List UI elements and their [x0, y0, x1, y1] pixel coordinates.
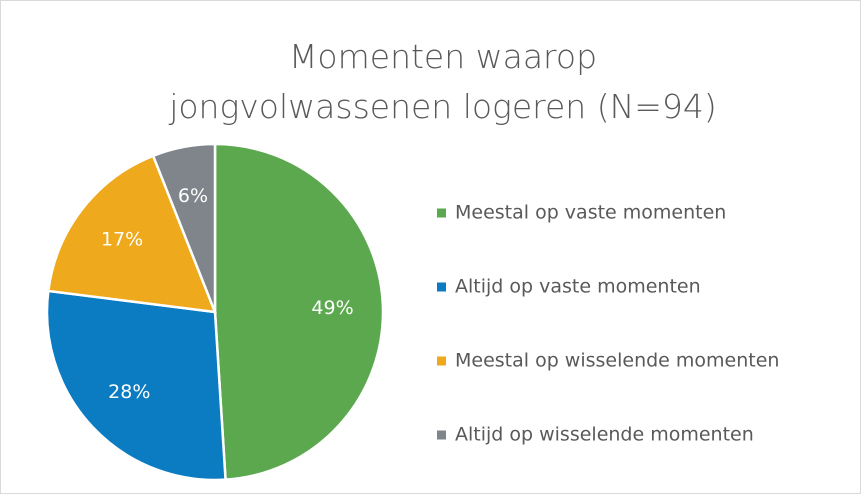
legend-label: Meestal op wisselende momenten — [455, 350, 779, 372]
legend-swatch — [437, 356, 446, 366]
legend-label: Altijd op vaste momenten — [455, 276, 701, 298]
pie-slice — [46, 154, 217, 314]
pie-slice — [45, 289, 227, 482]
data-label: 6% — [178, 185, 208, 207]
data-label: 17% — [101, 228, 143, 250]
data-label: 28% — [108, 381, 150, 403]
legend-swatch — [437, 430, 446, 440]
legend-label: Altijd op wisselende momenten — [455, 424, 754, 446]
legend-swatch — [437, 282, 446, 292]
legend-label: Meestal op vaste momenten — [455, 202, 726, 224]
chart-title: Momenten waarop jongvolwassenen logeren … — [169, 37, 717, 126]
legend-swatch — [437, 208, 446, 218]
pie-slice — [151, 142, 217, 313]
pie-slice — [213, 142, 385, 481]
data-label: 49% — [311, 297, 353, 319]
